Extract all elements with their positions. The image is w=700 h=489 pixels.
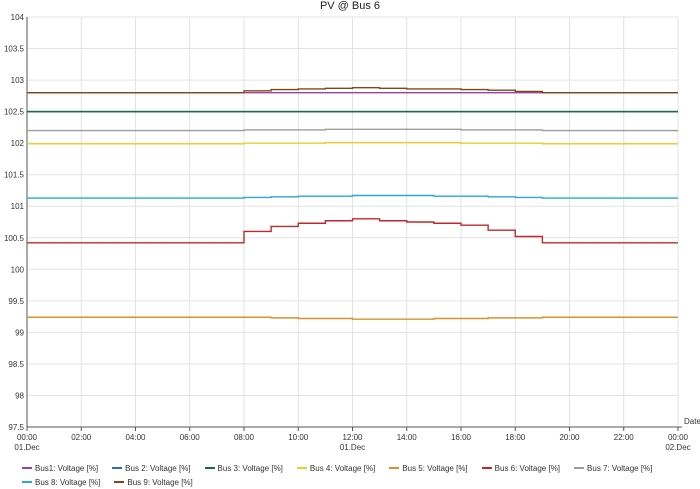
y-tick-label: 104 [11,13,25,22]
x-tick-label: 18:00 [505,433,526,442]
x-tick-label: 04:00 [125,433,146,442]
series-line [27,316,678,320]
grid-lines [26,16,679,428]
legend-swatch [574,467,585,469]
legend-swatch [389,467,400,469]
x-tick-label: 12:00 [342,433,363,442]
y-tick-label: 101 [11,202,25,211]
x-axis-label: Date [684,417,700,426]
legend-label: Bus 3: Voltage [%] [217,463,283,473]
y-tick-label: 101.5 [4,171,25,180]
x-tick-label: 08:00 [234,433,255,442]
y-tick-label: 103.5 [4,45,25,54]
x-tick-label: 16:00 [451,433,472,442]
legend-item[interactable]: Bus 3: Voltage [%] [204,463,283,473]
x-tick-label: 06:00 [180,433,201,442]
legend-label: Bus1: Voltage [%] [35,463,99,473]
x-tick-label: 00:00 [17,433,38,442]
y-tick-label: 98.5 [8,360,24,369]
legend-item[interactable]: Bus 8: Voltage [%] [22,478,100,487]
y-tick-label: 97.5 [8,423,24,432]
legend-swatch [114,481,125,483]
y-tick-label: 99 [15,328,24,337]
series-line [27,194,678,199]
axes [26,17,682,431]
legend-swatch [22,467,32,469]
legend-item[interactable]: Bus 6: Voltage [%] [481,463,561,473]
legend-label: Bus 5: Voltage [%] [402,463,468,473]
chart-title: PV @ Bus 6 [319,0,381,12]
legend-item[interactable]: Bus1: Voltage [%] [22,464,98,473]
y-tick-label: 100 [11,265,25,274]
legend-row: Bus 8: Voltage [%] Bus 9: Voltage [%] [22,475,692,489]
x-tick-label: 20:00 [559,433,580,442]
x-tick-date-label: 01.Dec [14,443,39,452]
legend-label: Bus 8: Voltage [%] [35,477,101,487]
x-tick-label: 10:00 [288,433,309,442]
series-line [27,86,678,94]
legend-swatch [22,481,32,483]
legend-swatch [112,467,123,469]
y-tick-label: 99.5 [8,297,24,306]
legend: Bus1: Voltage [%] Bus 2: Voltage [%] Bus 3… [22,461,692,489]
plot-area: 97.5 98 98.5 99 99.5 100 100.5 101 101.5 102 102.5… [4,13,700,452]
legend-swatch [204,467,215,469]
x-tick-label: 00:00 [668,433,689,442]
x-tick-date-label: 01.Dec [340,443,365,452]
series-line [27,218,678,244]
series-line [27,141,678,145]
legend-row: Bus1: Voltage [%] Bus 2: Voltage [%] Bus 3… [22,461,692,475]
legend-item[interactable]: Bus 5: Voltage [%] [389,463,468,473]
legend-swatch [481,467,492,469]
legend-label: Bus 7: Voltage [%] [587,463,653,473]
legend-item[interactable]: Bus 7: Voltage [%] [574,464,652,473]
x-tick-date-label: 02.Dec [665,443,690,452]
x-tick-label: 14:00 [397,433,418,442]
tick-labels: 97.5 98 98.5 99 99.5 100 100.5 101 101.5 102 102.5… [4,13,700,452]
legend-label: Bus 9: Voltage [%] [127,477,193,487]
legend-label: Bus 2: Voltage [%] [125,463,191,473]
x-tick-label: 22:00 [614,433,635,442]
legend-item[interactable]: Bus 4: Voltage [%] [296,463,376,473]
legend-swatch [296,467,307,469]
legend-label: Bus 6: Voltage [%] [494,463,561,473]
y-tick-label: 103 [11,76,25,85]
series-line [27,128,678,132]
series-lines [27,86,678,320]
legend-item[interactable]: Bus 9: Voltage [%] [114,477,193,487]
y-tick-label: 100.5 [4,234,25,243]
y-tick-label: 98 [15,391,24,400]
legend-item[interactable]: Bus 2: Voltage [%] [112,463,191,473]
y-tick-label: 102.5 [4,108,25,117]
x-tick-label: 02:00 [71,433,92,442]
legend-label: Bus 4: Voltage [%] [309,463,376,473]
y-tick-label: 102 [11,139,25,148]
